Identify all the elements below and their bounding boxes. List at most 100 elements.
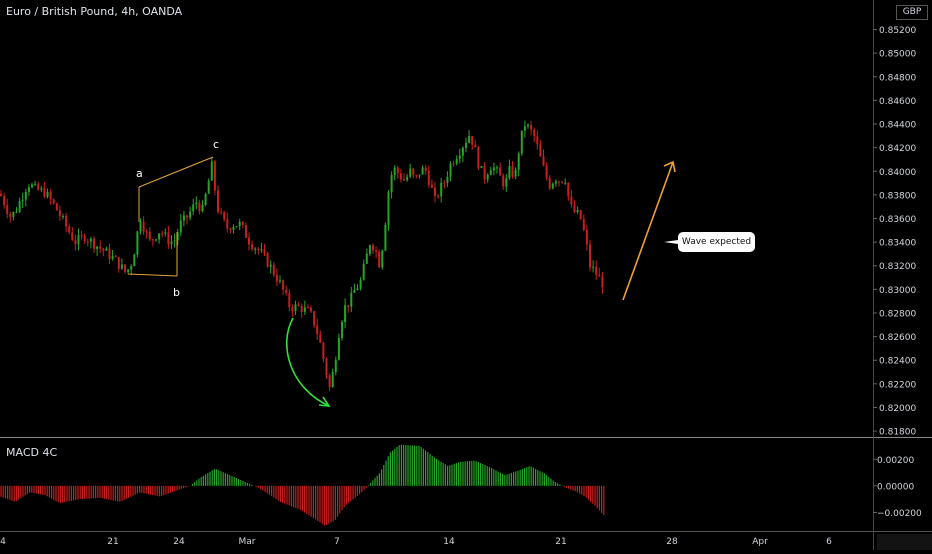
candle-body — [437, 195, 440, 197]
price-tick-label: 0.82200 — [879, 380, 916, 390]
price-candles — [0, 120, 604, 392]
candle-body — [148, 231, 151, 240]
time-tick-label: 6 — [826, 537, 832, 547]
price-tick-label: 0.84400 — [879, 121, 916, 131]
candle-body — [551, 183, 554, 189]
price-tick-label: 0.84000 — [879, 168, 916, 178]
candle-body — [195, 202, 198, 205]
candle-body — [155, 239, 157, 241]
candle-body — [527, 124, 529, 127]
candle-body — [272, 264, 275, 275]
candle-body — [108, 248, 111, 259]
candle-body — [182, 215, 185, 221]
candle-body — [496, 167, 498, 169]
candle-body — [120, 264, 123, 269]
candle-body — [393, 167, 396, 175]
candle-body — [46, 191, 49, 197]
candle-body — [554, 181, 557, 184]
candle-body — [458, 155, 461, 160]
time-tick-label: 4 — [0, 537, 6, 547]
candle-body — [251, 244, 254, 250]
macd-histogram — [0, 444, 605, 526]
candle-body — [344, 305, 347, 323]
candle-body — [3, 195, 6, 206]
candle-body — [55, 203, 58, 211]
candle-body — [368, 245, 371, 254]
price-tick-label: 0.81800 — [879, 428, 916, 438]
candle-body — [341, 322, 343, 338]
candle-body — [167, 232, 170, 245]
candle-body — [189, 211, 192, 218]
candle-body — [291, 307, 294, 312]
candle-body — [328, 375, 331, 388]
price-tick-label: 0.82800 — [879, 309, 916, 319]
candle-body — [359, 279, 362, 289]
candle-body — [6, 205, 9, 215]
time-tick-label: 21 — [107, 537, 118, 547]
wave-expected-callout: Wave expected — [664, 232, 755, 252]
candle-body — [136, 231, 139, 255]
candle-body — [474, 144, 477, 148]
curve-arrow — [285, 317, 330, 407]
candle-body — [310, 307, 312, 312]
candle-body — [24, 191, 27, 200]
candle-body — [316, 325, 319, 335]
price-tick-label: 0.85200 — [879, 26, 916, 36]
candle-body — [71, 232, 74, 241]
candle-body — [254, 248, 257, 250]
candle-body — [192, 204, 195, 212]
candle-body — [585, 229, 588, 245]
price-tick-label: 0.83600 — [879, 215, 916, 225]
time-tick-label: Mar — [239, 537, 256, 547]
candle-body — [378, 251, 381, 268]
pattern-line-ac — [138, 156, 214, 188]
price-tick-label: 0.84800 — [879, 73, 916, 83]
macd-label: MACD 4C — [6, 446, 58, 459]
candle-body — [288, 293, 291, 308]
time-tick-label: 14 — [443, 537, 455, 547]
candle-body — [248, 237, 250, 245]
candle-body — [502, 175, 505, 187]
candle-body — [381, 250, 384, 268]
candle-body — [365, 253, 368, 264]
candle-body — [93, 238, 95, 249]
curve-arrowhead — [318, 396, 331, 407]
candle-body — [9, 214, 12, 217]
candle-body — [198, 202, 201, 212]
candle-body — [232, 227, 235, 230]
candle-body — [133, 254, 136, 267]
candle-body — [117, 257, 120, 269]
candle-body — [409, 168, 412, 177]
candle-body — [201, 205, 204, 212]
time-tick-label: 21 — [555, 537, 566, 547]
time-tick-label: 24 — [173, 537, 185, 547]
candle-body — [89, 238, 92, 242]
candle-body — [334, 359, 337, 373]
candle-body — [176, 232, 179, 241]
candle-body — [111, 256, 114, 259]
candle-body — [52, 199, 55, 204]
candle-body — [523, 126, 526, 131]
candle-body — [83, 235, 86, 242]
candle-body — [331, 372, 334, 388]
price-tick-label: 0.83800 — [879, 191, 916, 201]
candle-body — [561, 181, 564, 183]
candle-body — [520, 130, 523, 154]
candle-body — [285, 289, 288, 294]
candle-body — [567, 182, 570, 197]
candle-body — [297, 304, 300, 306]
candle-body — [306, 307, 309, 309]
candle-body — [34, 183, 37, 185]
candle-body — [465, 142, 467, 148]
candle-body — [514, 169, 517, 177]
candle-body — [517, 153, 520, 170]
expectation-arrow — [622, 161, 674, 301]
candle-body — [570, 196, 573, 205]
candle-body — [536, 136, 539, 145]
candle-body — [207, 180, 210, 194]
candle-body — [49, 191, 52, 200]
candle-body — [173, 240, 176, 242]
candle-body — [43, 188, 46, 197]
